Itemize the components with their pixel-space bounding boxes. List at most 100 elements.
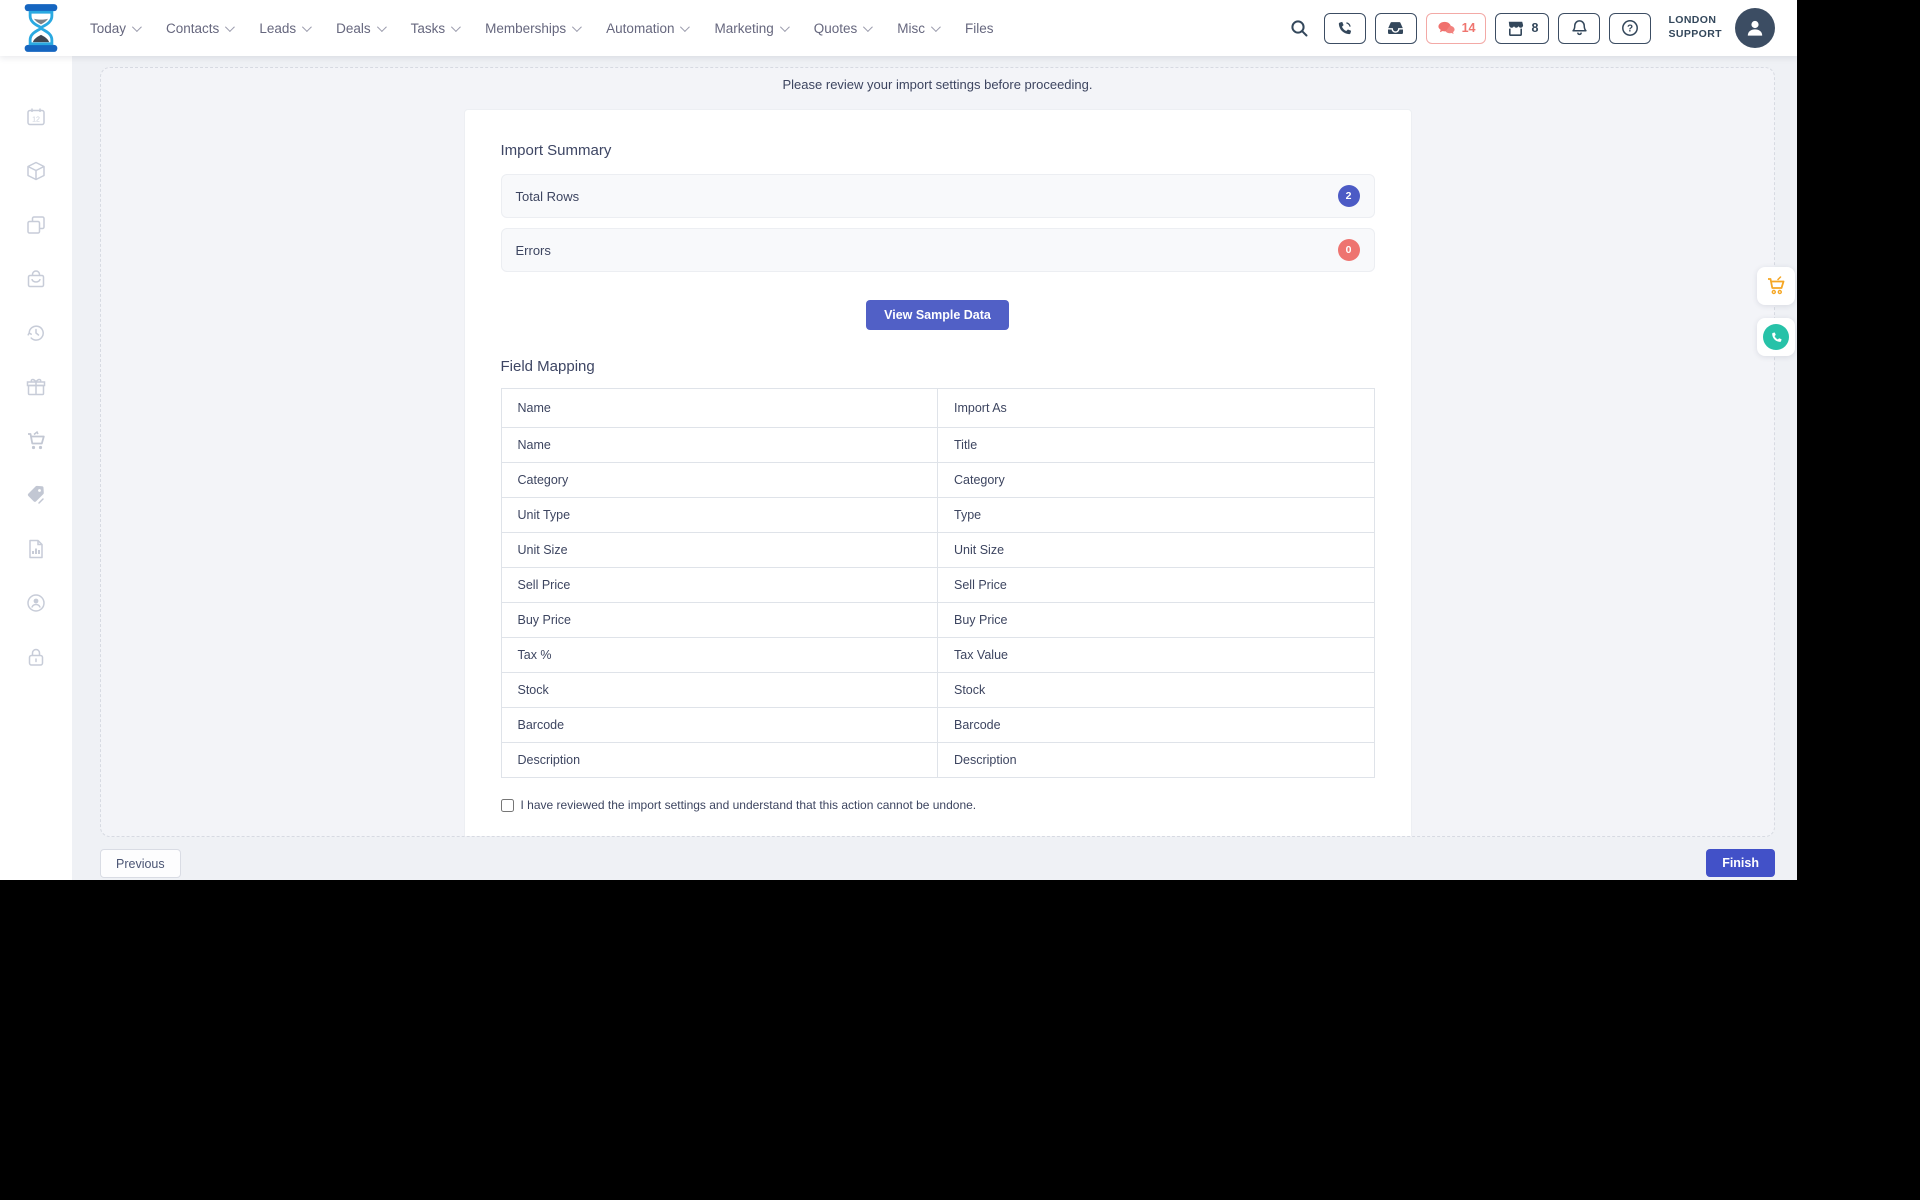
tag-icon	[27, 485, 44, 504]
sidebar-item-packages[interactable]	[24, 160, 48, 182]
cart-icon	[28, 430, 45, 450]
confirm-checkbox[interactable]	[500, 798, 514, 812]
nav-item-contacts[interactable]: Contacts	[166, 20, 236, 36]
finish-button[interactable]: Finish	[1706, 849, 1775, 877]
nav-label: Files	[965, 20, 994, 36]
chevron-down-icon	[863, 21, 874, 32]
column-header-name: Name	[500, 388, 938, 428]
source-field: Name	[500, 427, 938, 463]
left-sidebar: 12	[0, 56, 72, 880]
chevron-down-icon	[302, 21, 312, 32]
inbox-icon	[1388, 22, 1404, 34]
hourglass-logo-icon	[24, 4, 58, 52]
wizard-instruction: Please review your import settings befor…	[782, 77, 1093, 92]
nav-label: Memberships	[485, 20, 567, 36]
nav-label: Quotes	[813, 20, 858, 36]
avatar[interactable]	[1735, 8, 1775, 48]
nav-item-files[interactable]: Files	[965, 21, 994, 36]
app-logo-link[interactable]	[18, 3, 64, 53]
target-field: Unit Size	[937, 532, 1375, 568]
copy-icon	[27, 216, 45, 234]
floating-call-widget[interactable]	[1757, 318, 1795, 356]
source-field: Description	[500, 742, 938, 778]
table-header-row: Name Import As	[500, 388, 1375, 428]
nav-item-today[interactable]: Today	[90, 21, 142, 36]
nav-item-automation[interactable]: Automation	[606, 20, 691, 36]
store-count-badge: 8	[1531, 21, 1539, 35]
chevron-down-icon	[680, 21, 691, 32]
source-field: Tax %	[500, 637, 938, 673]
view-sample-data-button[interactable]: View Sample Data	[866, 300, 1009, 330]
table-row: Unit Size Unit Size	[500, 532, 1375, 568]
target-field: Title	[937, 427, 1375, 463]
chat-count-badge: 14	[1461, 21, 1476, 35]
sidebar-item-history[interactable]	[24, 322, 48, 344]
chevron-down-icon	[572, 21, 583, 32]
store-icon	[1509, 21, 1524, 36]
summary-label: Errors	[515, 242, 551, 258]
search-icon[interactable]	[1290, 19, 1309, 38]
table-row: Stock Stock	[500, 672, 1375, 708]
previous-button[interactable]: Previous	[100, 849, 181, 878]
chevron-down-icon	[376, 21, 387, 32]
chevron-down-icon	[451, 21, 462, 32]
basket-icon	[27, 270, 45, 288]
source-field: Unit Size	[500, 532, 938, 568]
target-field: Description	[937, 742, 1375, 778]
nav-label: Tasks	[410, 20, 446, 36]
summary-row-errors: Errors 0	[500, 228, 1375, 272]
sidebar-item-basket[interactable]	[24, 268, 48, 290]
table-row: Category Category	[500, 462, 1375, 498]
sidebar-item-accounts[interactable]	[24, 592, 48, 614]
help-icon: ?	[1622, 20, 1639, 36]
nav-label: Automation	[606, 20, 675, 36]
import-summary-list: Total Rows 2 Errors 0	[500, 174, 1375, 272]
help-button[interactable]: ?	[1609, 12, 1652, 44]
calendar-12-icon: 12	[27, 108, 45, 126]
sidebar-item-duplicates[interactable]	[24, 214, 48, 236]
sidebar-item-gifts[interactable]	[24, 376, 48, 398]
nav-label: Marketing	[714, 20, 774, 36]
nav-label: Leads	[259, 20, 297, 36]
history-icon	[27, 325, 44, 341]
chevron-down-icon	[131, 21, 142, 32]
cart-icon	[1768, 276, 1785, 295]
sidebar-item-reports[interactable]	[24, 538, 48, 560]
sidebar-item-security[interactable]	[24, 646, 48, 668]
nav-item-tasks[interactable]: Tasks	[410, 20, 462, 36]
summary-row-total-rows: Total Rows 2	[500, 174, 1375, 218]
floating-cart-widget[interactable]	[1757, 267, 1795, 305]
dialer-button[interactable]	[1323, 12, 1366, 44]
sidebar-item-calendar[interactable]: 12	[24, 106, 48, 128]
nav-item-marketing[interactable]: Marketing	[714, 20, 790, 36]
chevron-down-icon	[930, 21, 941, 32]
target-field: Barcode	[937, 707, 1375, 743]
inbox-button[interactable]	[1374, 12, 1417, 44]
table-row: Name Title	[500, 427, 1375, 463]
sidebar-item-tags[interactable]	[24, 484, 48, 506]
nav-item-quotes[interactable]: Quotes	[813, 20, 874, 36]
nav-item-memberships[interactable]: Memberships	[485, 20, 583, 36]
field-mapping-table: Name Import As Name Title Category Categor…	[500, 388, 1375, 778]
chat-notifications-button[interactable]: 14	[1425, 12, 1487, 44]
main-menu: Today Contacts Leads Deals Tasks Members…	[90, 21, 994, 36]
gift-icon	[26, 378, 46, 396]
nav-item-misc[interactable]: Misc	[897, 21, 941, 36]
nav-label: Deals	[336, 20, 371, 36]
nav-item-deals[interactable]: Deals	[336, 20, 387, 36]
top-navbar: Today Contacts Leads Deals Tasks Members…	[0, 0, 1797, 56]
account-icon	[27, 594, 45, 612]
report-icon	[29, 539, 43, 559]
phone-volume-icon	[1338, 21, 1352, 34]
user-name-line1: LONDON	[1668, 14, 1717, 27]
phone-icon	[1771, 331, 1782, 342]
nav-label: Contacts	[166, 20, 220, 36]
notifications-button[interactable]	[1558, 12, 1601, 44]
nav-item-leads[interactable]: Leads	[259, 20, 312, 36]
svg-text:12: 12	[32, 117, 40, 124]
confirmation-row: I have reviewed the import settings and …	[500, 798, 1375, 812]
store-button[interactable]: 8	[1495, 12, 1550, 44]
table-row: Description Description	[500, 742, 1375, 778]
sidebar-item-cart[interactable]	[24, 430, 48, 452]
target-field: Sell Price	[937, 567, 1375, 603]
